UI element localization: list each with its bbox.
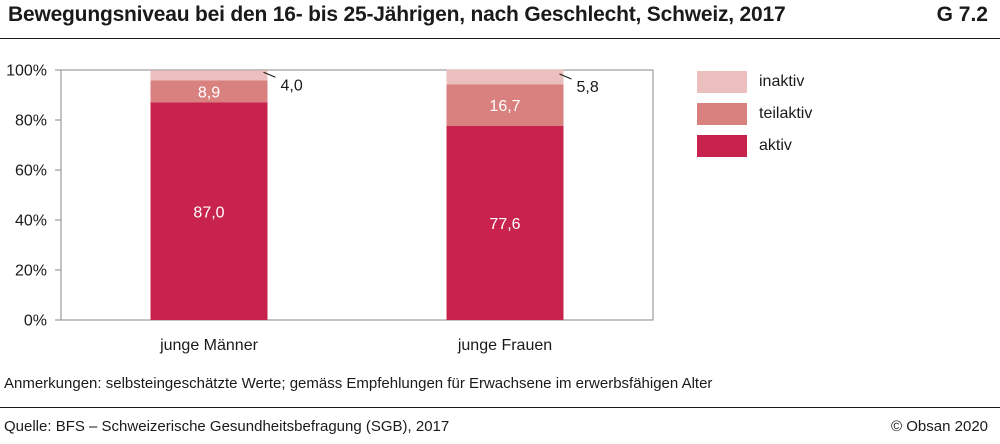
x-category-label: junge Männer [159,337,259,354]
bar-aktiv [446,126,564,320]
data-label-inaktiv: 4,0 [281,77,303,94]
footer-divider [0,407,1000,408]
y-tick-label: 20% [15,263,47,280]
y-tick-label: 80% [15,113,47,130]
y-tick-label: 100% [6,63,47,80]
footnote: Anmerkungen: selbsteingeschätzte Werte; … [4,375,713,392]
data-label-aktiv: 77,6 [489,216,520,233]
y-tick-label: 0% [24,313,47,330]
data-label-inaktiv: 5,8 [577,79,599,96]
bar-inaktiv [150,70,268,81]
bar-teilaktiv [150,80,268,103]
legend-label-aktiv: aktiv [759,137,792,154]
legend-swatch-inaktiv [697,71,747,93]
data-label-teilaktiv: 16,7 [489,98,520,115]
bar-teilaktiv [446,84,564,126]
leader-line-inaktiv [263,71,276,78]
leader-line-inaktiv [559,73,572,80]
bar-inaktiv [446,69,564,85]
source-text: Quelle: BFS – Schweizerische Gesundheits… [4,418,450,435]
legend-label-teilaktiv: teilaktiv [759,105,813,122]
x-category-label: junge Frauen [457,337,552,354]
legend-item-inaktiv: inaktiv [697,66,812,98]
legend-item-teilaktiv: teilaktiv [697,98,812,130]
y-tick-label: 60% [15,163,47,180]
bar-aktiv [150,102,268,320]
data-label-aktiv: 87,0 [193,204,224,221]
legend-swatch-teilaktiv [697,103,747,125]
legend-swatch-aktiv [697,135,747,157]
y-tick-label: 40% [15,213,47,230]
legend-label-inaktiv: inaktiv [759,73,805,90]
legend: inaktiv teilaktiv aktiv [697,66,812,162]
data-label-teilaktiv: 8,9 [198,84,220,101]
title-divider [0,38,1000,39]
chart-code: G 7.2 [936,3,988,26]
chart-title: Bewegungsniveau bei den 16- bis 25-Jähri… [8,3,786,26]
copyright-text: © Obsan 2020 [891,418,988,435]
legend-item-aktiv: aktiv [697,130,812,162]
plot-frame [60,69,654,321]
